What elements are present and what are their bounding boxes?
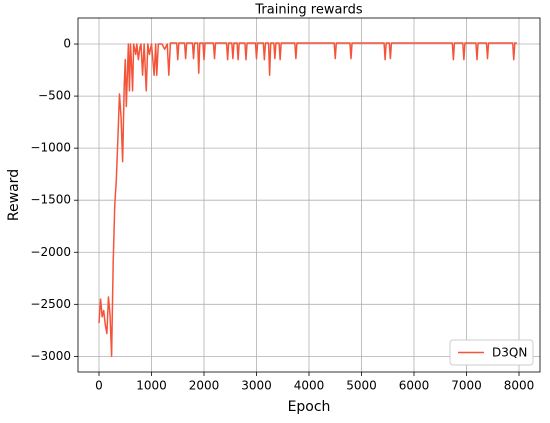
y-tick-label: −1000 — [30, 141, 71, 155]
data-line — [98, 42, 517, 358]
y-tick-label: −2000 — [30, 245, 71, 259]
legend-label: D3QN — [492, 346, 527, 360]
x-tick-label: 3000 — [241, 379, 272, 393]
x-tick-label: 6000 — [399, 379, 430, 393]
legend-box — [449, 339, 534, 366]
x-axis-label: Epoch — [288, 399, 331, 415]
x-tick-label: 2000 — [189, 379, 220, 393]
x-tick-label: 7000 — [451, 379, 482, 393]
x-tick-label: 5000 — [346, 379, 377, 393]
x-tick-label: 0 — [95, 379, 103, 393]
plot-frame — [77, 17, 541, 373]
y-tick-label: −2500 — [30, 297, 71, 311]
y-axis-label: Reward — [6, 169, 22, 221]
y-tick-label: 0 — [63, 37, 71, 51]
x-tick-label: 8000 — [504, 379, 535, 393]
y-tick-label: −500 — [38, 89, 71, 103]
x-tick-label: 1000 — [136, 379, 167, 393]
y-tick-label: −1500 — [30, 193, 71, 207]
x-tick-label: 4000 — [294, 379, 325, 393]
y-tick-label: −3000 — [30, 349, 71, 363]
chart-title: Training rewards — [254, 3, 362, 18]
